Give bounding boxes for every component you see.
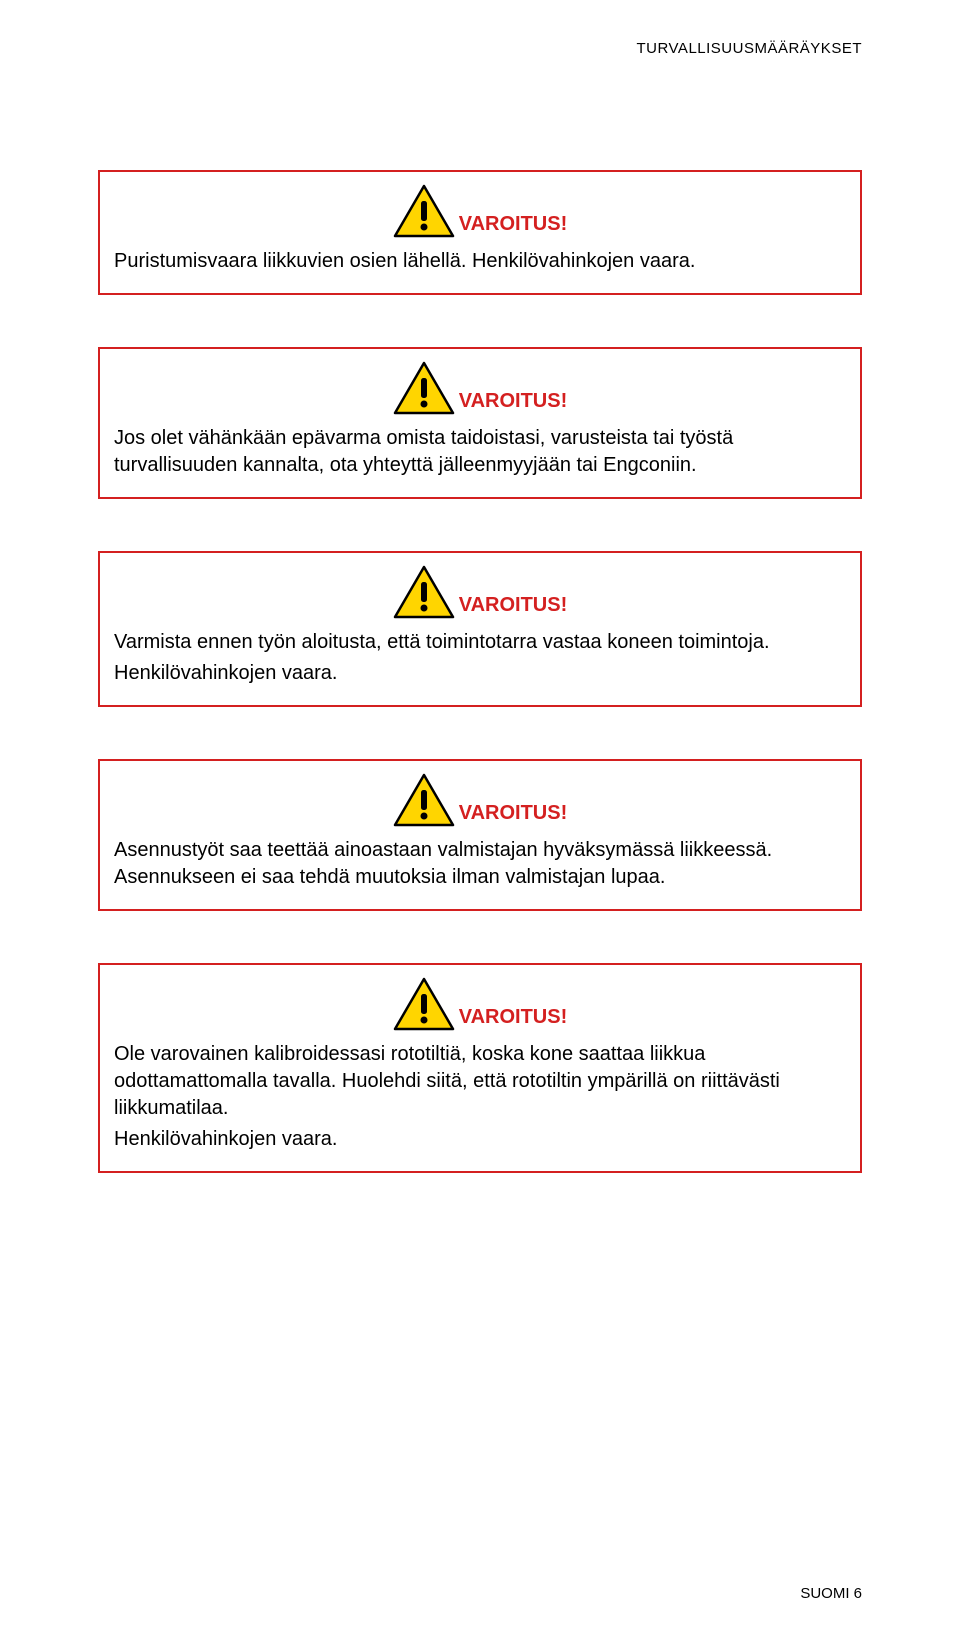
- warning-head: VAROITUS!: [114, 361, 846, 417]
- warning-line: Puristumisvaara liikkuvien osien lähellä…: [114, 248, 846, 275]
- warning-box: VAROITUS! Jos olet vähänkään epävarma om…: [98, 347, 862, 499]
- warning-line: Asennustyöt saa teettää ainoastaan valmi…: [114, 837, 846, 891]
- warning-triangle-icon: [393, 773, 455, 829]
- warning-box: VAROITUS! Asennustyöt saa teettää ainoas…: [98, 759, 862, 911]
- warning-label: VAROITUS!: [459, 213, 568, 240]
- warning-triangle-icon: [393, 184, 455, 240]
- warning-line: Henkilövahinkojen vaara.: [114, 660, 846, 687]
- warning-line: Jos olet vähänkään epävarma omista taido…: [114, 425, 846, 479]
- page-header: TURVALLISUUSMÄÄRÄYKSET: [636, 40, 862, 57]
- warning-label: VAROITUS!: [459, 390, 568, 417]
- warning-line: Ole varovainen kalibroidessasi rototilti…: [114, 1041, 846, 1122]
- page: TURVALLISUUSMÄÄRÄYKSET VAROITUS! Puristu…: [0, 0, 960, 1652]
- warning-line: Henkilövahinkojen vaara.: [114, 1126, 846, 1153]
- warning-head: VAROITUS!: [114, 977, 846, 1033]
- warning-label: VAROITUS!: [459, 594, 568, 621]
- warning-box: VAROITUS! Puristumisvaara liikkuvien osi…: [98, 170, 862, 295]
- warning-text: Ole varovainen kalibroidessasi rototilti…: [114, 1041, 846, 1153]
- warning-line: Varmista ennen työn aloitusta, että toim…: [114, 629, 846, 656]
- warning-text: Puristumisvaara liikkuvien osien lähellä…: [114, 248, 846, 275]
- warning-text: Jos olet vähänkään epävarma omista taido…: [114, 425, 846, 479]
- warning-triangle-icon: [393, 565, 455, 621]
- warning-box: VAROITUS! Varmista ennen työn aloitusta,…: [98, 551, 862, 707]
- warning-text: Varmista ennen työn aloitusta, että toim…: [114, 629, 846, 687]
- page-footer: SUOMI 6: [800, 1585, 862, 1602]
- warning-head: VAROITUS!: [114, 184, 846, 240]
- warning-triangle-icon: [393, 977, 455, 1033]
- warning-head: VAROITUS!: [114, 773, 846, 829]
- warning-triangle-icon: [393, 361, 455, 417]
- warning-box: VAROITUS! Ole varovainen kalibroidessasi…: [98, 963, 862, 1173]
- warning-head: VAROITUS!: [114, 565, 846, 621]
- warning-label: VAROITUS!: [459, 1006, 568, 1033]
- warning-label: VAROITUS!: [459, 802, 568, 829]
- warning-text: Asennustyöt saa teettää ainoastaan valmi…: [114, 837, 846, 891]
- content-area: VAROITUS! Puristumisvaara liikkuvien osi…: [98, 170, 862, 1173]
